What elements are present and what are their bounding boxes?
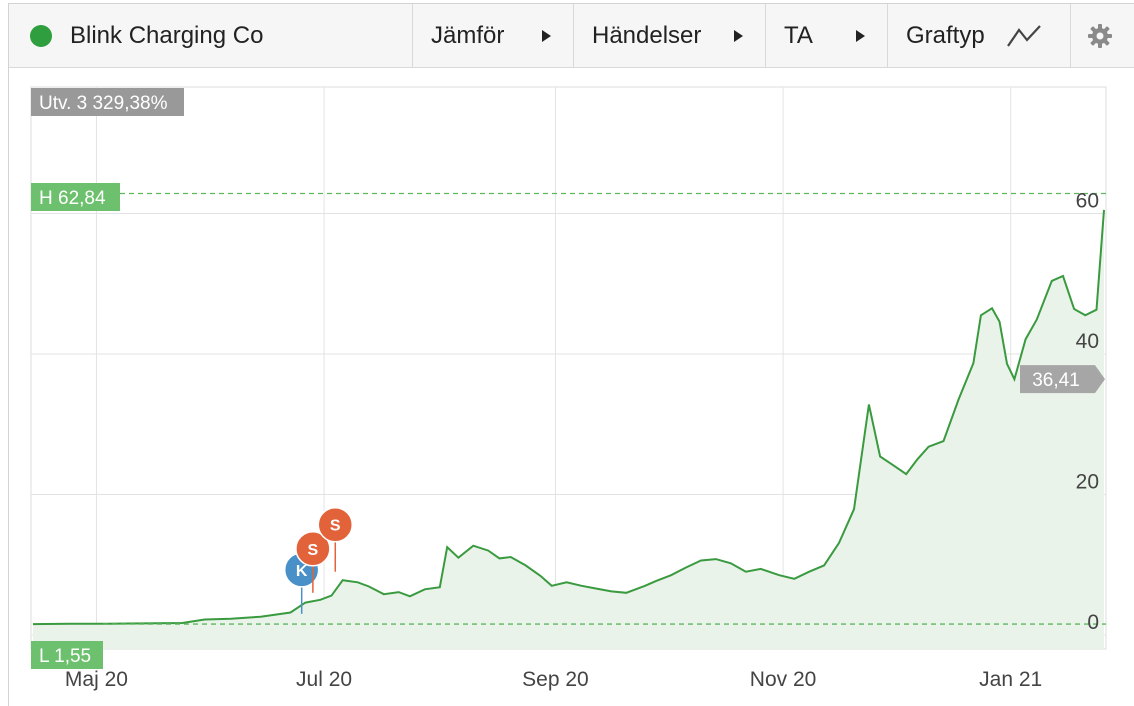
low-label: L 1,55: [39, 646, 91, 667]
high-badge: H 62,84: [31, 183, 120, 211]
current-price-label: 36,41: [1032, 370, 1080, 391]
x-axis-ticks: Maj 20 Jul 20 Sep 20 Nov 20 Jan 21: [65, 668, 1042, 691]
caret-right-icon: [542, 29, 551, 42]
y-tick-label: 0: [1087, 611, 1099, 634]
x-tick-label: Nov 20: [750, 668, 817, 691]
caret-right-icon: [734, 29, 743, 42]
toolbar: Blink Charging Co Jämför Händelser TA Gr…: [9, 4, 1134, 68]
events-label: Händelser: [592, 21, 702, 49]
change-label: Utv. 3 329,38%: [39, 93, 168, 114]
event-marker[interactable]: [317, 506, 354, 543]
caret-right-icon: [856, 29, 865, 42]
settings-button[interactable]: [1071, 4, 1129, 67]
ta-button[interactable]: TA: [766, 4, 888, 67]
y-tick-label: 40: [1076, 330, 1099, 353]
line-chart-icon: [1006, 24, 1041, 47]
compare-button[interactable]: Jämför: [413, 4, 574, 67]
ta-label: TA: [784, 21, 813, 49]
x-tick-label: Sep 20: [522, 668, 589, 691]
chart-frame: [8, 3, 1134, 706]
event-marker[interactable]: [295, 531, 331, 567]
change-badge: Utv. 3 329,38%: [31, 88, 184, 116]
current-price-badge: 36,41: [1020, 365, 1105, 394]
x-tick-label: Jan 21: [979, 668, 1042, 691]
event-marker-label: S: [308, 542, 319, 559]
event-markers[interactable]: KSS: [283, 506, 354, 614]
events-button[interactable]: Händelser: [574, 4, 766, 67]
instrument-title: Blink Charging Co: [70, 21, 264, 49]
instrument-title-area: Blink Charging Co: [9, 4, 413, 67]
chart-type-button[interactable]: Graftyp: [888, 4, 1071, 67]
y-axis-ticks: 0 20 40 60: [1076, 189, 1099, 634]
y-tick-label: 60: [1076, 189, 1099, 212]
chart-type-label: Graftyp: [906, 21, 985, 49]
event-marker-label: K: [296, 563, 308, 580]
status-dot-icon: [30, 24, 52, 47]
y-tick-label: 20: [1076, 470, 1099, 493]
price-area-fill: [33, 209, 1104, 649]
compare-label: Jämför: [431, 21, 505, 49]
price-line: [32, 209, 1105, 626]
event-marker-label: S: [330, 518, 341, 535]
x-tick-label: Jul 20: [296, 668, 352, 691]
high-label: H 62,84: [39, 188, 106, 209]
x-tick-label: Maj 20: [65, 668, 128, 691]
gear-icon: [1088, 23, 1112, 48]
low-badge: L 1,55: [31, 641, 103, 669]
